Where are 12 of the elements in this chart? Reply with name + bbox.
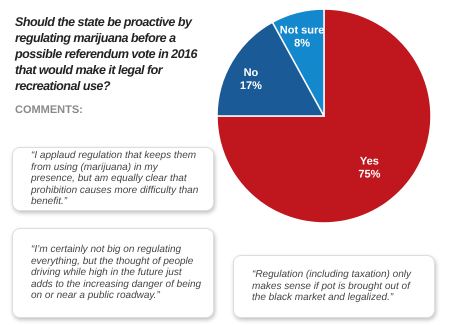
data-label: 75% [358, 168, 381, 180]
data-label: 17% [240, 80, 262, 92]
pie-slice [216, 8, 432, 224]
slice-label: Not sure [280, 24, 324, 37]
text: “I’m certainly not big on regulating everything, but the thought of people driving while high in the future just adds to the increasing danger of being on or near a public roadway.” [31, 244, 202, 302]
text: Should the state be proactive by regulating marijuana before a possible referendum vote in 2016 that would make it legal for recreational use? [15, 14, 198, 94]
slice-label: Yes [360, 155, 379, 168]
text: “Regulation (including taxation) only makes sense if pot is brought out of the black market and legalized.” [252, 269, 412, 304]
text: “I applaud regulation that keeps them from using (marijuana) in my presence, but am equally clear that prohibition causes more difficulty than benefit.” [31, 150, 200, 208]
text: COMMENTS: [15, 104, 83, 116]
data-label: 8% [294, 38, 310, 50]
slice-label: No [244, 66, 259, 79]
